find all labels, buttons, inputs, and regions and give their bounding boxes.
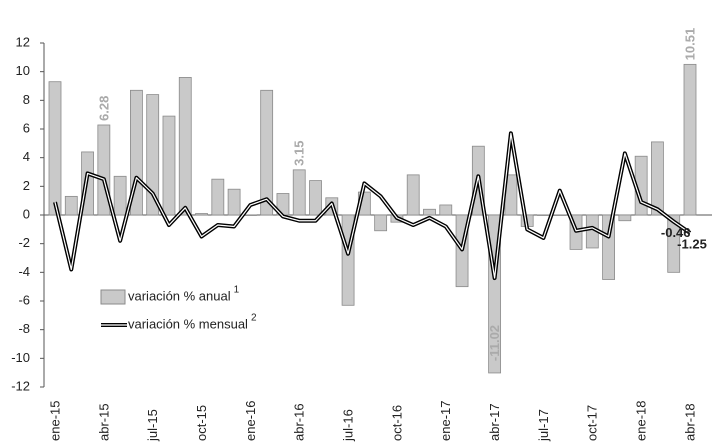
bar <box>292 169 306 216</box>
bar <box>439 204 453 216</box>
x-tick-label: ene-17 <box>438 401 453 441</box>
bar <box>64 195 78 216</box>
bar <box>406 174 420 216</box>
bar <box>683 63 697 216</box>
bar <box>113 175 127 216</box>
bar-value-label: 10.51 <box>682 28 697 61</box>
legend-footnote: 2 <box>251 313 257 324</box>
line-value-label: -0.46 <box>661 225 691 240</box>
x-tick-label: jul-15 <box>145 409 160 442</box>
y-tick-label: 6 <box>23 120 30 135</box>
x-tick-label: oct-15 <box>194 405 209 441</box>
bar <box>260 89 274 216</box>
x-tick-label: oct-17 <box>585 405 600 441</box>
y-tick-label: 0 <box>23 206 30 221</box>
y-tick-label: -2 <box>18 235 30 250</box>
y-tick-label: 4 <box>23 149 30 164</box>
y-tick-label: 12 <box>16 34 30 49</box>
line-value-label: -1.25 <box>677 236 707 251</box>
bar <box>537 214 550 216</box>
x-tick-label: ene-15 <box>47 401 62 441</box>
x-tick-label: oct-16 <box>389 405 404 441</box>
y-tick-label: -10 <box>11 350 30 365</box>
legend-label: variación % anual <box>128 288 231 303</box>
y-tick-label: -8 <box>18 321 30 336</box>
bar-value-label: 6.28 <box>96 96 111 121</box>
x-tick-label: abr-15 <box>96 403 111 441</box>
y-tick-label: 10 <box>16 63 30 78</box>
bar <box>162 115 176 216</box>
legend-footnote: 1 <box>234 285 240 296</box>
x-tick-label: ene-18 <box>634 401 649 441</box>
bar <box>146 94 160 216</box>
bar <box>195 213 208 216</box>
bar <box>423 208 436 216</box>
bar <box>553 214 567 216</box>
bar <box>243 214 257 216</box>
x-tick-label: jul-17 <box>536 409 551 442</box>
y-tick-label: -12 <box>11 378 30 393</box>
x-tick-label: abr-18 <box>682 403 697 441</box>
x-tick-label: abr-17 <box>487 403 502 441</box>
bar <box>178 77 192 216</box>
bar <box>309 180 322 216</box>
legend-swatch <box>100 289 126 305</box>
bar <box>667 214 681 273</box>
bar <box>618 214 632 222</box>
y-tick-label: -6 <box>18 292 30 307</box>
bar <box>211 178 225 216</box>
legend-label: variación % mensual <box>128 316 248 331</box>
bar <box>651 141 664 216</box>
bar-value-label: -11.02 <box>487 325 502 361</box>
line-inner <box>54 132 691 279</box>
x-tick-label: jul-16 <box>341 409 356 442</box>
x-tick-label: ene-16 <box>243 401 258 441</box>
bar <box>48 81 62 216</box>
y-tick-label: -4 <box>18 264 30 279</box>
bar <box>374 214 388 232</box>
y-tick-label: 8 <box>23 92 30 107</box>
x-tick-label: abr-16 <box>292 403 307 441</box>
bar <box>227 188 241 216</box>
y-tick-label: 2 <box>23 178 30 193</box>
bar-value-label: 3.15 <box>292 141 307 166</box>
